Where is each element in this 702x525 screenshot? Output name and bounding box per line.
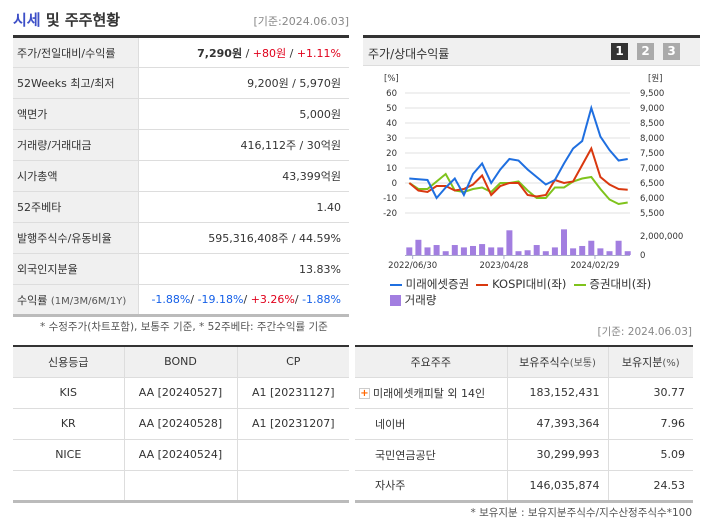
right-tick-label: 8,000 xyxy=(640,134,664,144)
right-tick-label: 6,000 xyxy=(640,194,664,204)
volume-bar xyxy=(524,250,531,255)
left-tick-label: 20 xyxy=(386,149,397,159)
volume-bar xyxy=(533,245,540,255)
table-row xyxy=(13,470,349,502)
volume-bar xyxy=(424,247,431,255)
x-tick-label: 2023/04/28 xyxy=(479,261,528,271)
right-tick-label: 9,000 xyxy=(640,104,664,114)
volume-bar xyxy=(406,247,413,255)
volume-bar xyxy=(579,245,586,255)
legend: 미래에셋증권 KOSPI대비(좌) 증권대비(좌) 거래량 xyxy=(390,276,651,308)
left-tick-label: 50 xyxy=(386,104,397,114)
volume-bar xyxy=(615,240,622,255)
volume-bar xyxy=(488,247,495,255)
footnote-bottom: * 보유지분 : 보유지분주식수/지수산정주식수*100 xyxy=(470,507,692,519)
credit-rating-table: 신용등급 BOND CP KIS AA [20240527] A1 [20231127]… xyxy=(13,345,349,503)
volume-bar xyxy=(506,230,513,255)
left-tick-label: -20 xyxy=(383,209,397,219)
table-row: KIS AA [20240527] A1 [20231127] xyxy=(13,377,349,409)
x-tick-label: 2022/06/30 xyxy=(388,261,437,271)
left-tick-label: 0 xyxy=(392,179,397,189)
left-tick-label: 30 xyxy=(386,134,397,144)
volume-bar xyxy=(551,247,558,255)
table-row: 네이버 47,393,364 7.96 xyxy=(355,408,693,440)
table-row: KR AA [20240528] A1 [20231207] xyxy=(13,408,349,440)
tab-1[interactable]: 1 xyxy=(611,43,628,60)
table-row: 액면가 5,000원 xyxy=(13,98,349,130)
volume-bar xyxy=(542,251,549,255)
volume-bar xyxy=(460,247,467,255)
right-unit: [원] xyxy=(648,74,662,84)
table-row: 주가/전일대비/수익률 7,290원 / +80원 / +1.11% xyxy=(13,36,349,68)
x-tick-label: 2024/02/29 xyxy=(570,261,619,271)
volume-bar xyxy=(561,229,567,255)
change: +80원 xyxy=(252,46,287,60)
legend-swatch-volume xyxy=(390,295,401,306)
series-line xyxy=(409,104,628,200)
volume-bar xyxy=(588,240,595,255)
volume-bar xyxy=(606,251,613,255)
right-tick-label: 6,500 xyxy=(640,179,664,189)
legend-swatch-green xyxy=(573,283,586,286)
table-row: 52주베타 1.40 xyxy=(13,191,349,223)
chart-title: 주가/상대수익률 xyxy=(368,47,450,61)
footnote-left: * 수정주가(차트포함), 보통주 기준, * 52주베타: 주간수익률 기준 xyxy=(40,321,328,333)
table-row: 거래량/거래대금 416,112주 / 30억원 xyxy=(13,129,349,161)
tab-2[interactable]: 2 xyxy=(637,43,654,60)
volume-bar xyxy=(497,247,504,255)
base-date: [기준:2024.06.03] xyxy=(253,15,349,28)
volume-bar xyxy=(597,248,604,255)
volume-bar xyxy=(442,251,449,255)
right-tick-label: 5,500 xyxy=(640,209,664,219)
right-tick-label: 7,000 xyxy=(640,164,664,174)
volume-bar xyxy=(433,245,440,255)
volume-bar xyxy=(479,244,486,255)
right-tick-label: 7,500 xyxy=(640,149,664,159)
series-line xyxy=(408,172,628,206)
right-tick-label: 8,500 xyxy=(640,119,664,129)
table-row: 수익률 (1M/3M/6M/1Y) -1.88%/ -19.18%/ +3.26%… xyxy=(13,284,349,316)
series-line xyxy=(408,145,628,198)
base-date-right: [기준: 2024.06.03] xyxy=(597,326,692,338)
table-row: 자사주 146,035,874 24.53 xyxy=(355,470,693,502)
volume-bar xyxy=(451,245,458,255)
tab-3[interactable]: 3 xyxy=(663,43,680,60)
volume-bar xyxy=(415,239,422,255)
rate: +1.11% xyxy=(296,46,341,60)
volume-bar xyxy=(570,248,577,255)
price: 7,290원 xyxy=(197,46,243,60)
left-tick-label: 40 xyxy=(386,119,397,129)
left-tick-label: 60 xyxy=(386,89,397,99)
table-row: + 미래에셋캐피탈 외 14인 183,152,431 30.77 xyxy=(355,377,693,409)
table-row: NICE AA [20240524] xyxy=(13,439,349,471)
table-row: 52Weeks 최고/최저 9,200원 / 5,970원 xyxy=(13,67,349,99)
left-tick-label: -10 xyxy=(383,194,397,204)
major-shareholders-table: 주요주주 보유주식수(보통) 보유지분(%) + 미래에셋캐피탈 외 14인 183,1… xyxy=(355,345,693,503)
volume-tick-label: 2,000,000 xyxy=(640,232,683,242)
table-row: 외국인지분율 13.83% xyxy=(13,253,349,285)
right-tick-label: 9,500 xyxy=(640,89,664,99)
volume-tick-label: 0 xyxy=(640,251,645,261)
section-title: 시세 및 주주현황 xyxy=(13,11,121,29)
legend-swatch-red xyxy=(476,283,489,286)
table-row: 발행주식수/유동비율 595,316,408주 / 44.59% xyxy=(13,222,349,254)
left-tick-label: 10 xyxy=(386,164,397,174)
volume-bar xyxy=(515,251,522,255)
chart-header: 주가/상대수익률 1 2 3 xyxy=(363,38,700,66)
volume-bar xyxy=(624,251,631,255)
table-row: 시가총액 43,399억원 xyxy=(13,160,349,192)
volume-bar xyxy=(470,245,476,255)
price-info-table: 주가/전일대비/수익률 7,290원 / +80원 / +1.11% 52Week… xyxy=(13,35,349,317)
table-row: 국민연금공단 30,299,993 5.09 xyxy=(355,439,693,471)
expand-plus-icon[interactable]: + xyxy=(359,388,370,399)
legend-swatch-blue xyxy=(390,283,402,286)
left-unit: [%] xyxy=(384,74,399,84)
chart-panel xyxy=(363,35,700,310)
